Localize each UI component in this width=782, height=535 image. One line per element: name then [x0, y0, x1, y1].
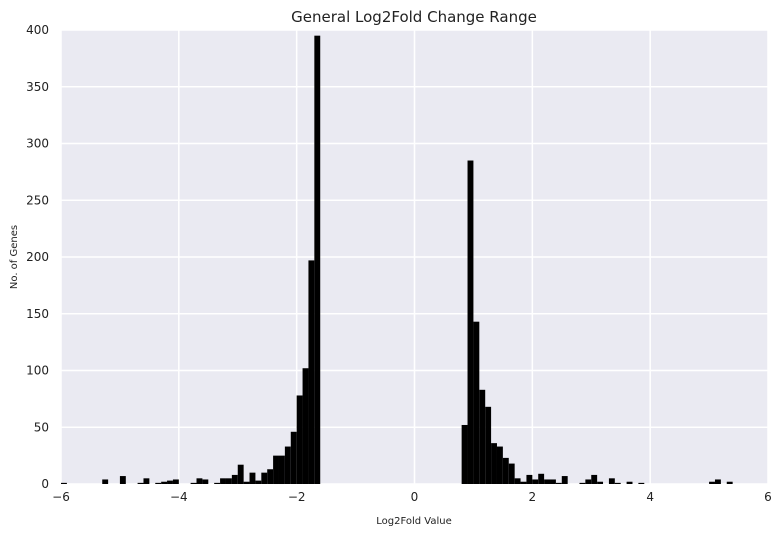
y-tick-label: 150 — [26, 307, 49, 321]
histogram-bar — [231, 474, 238, 484]
y-tick-label: 300 — [26, 137, 49, 151]
histogram-bar — [502, 457, 509, 484]
x-axis-title: Log2Fold Value — [376, 516, 452, 527]
histogram-bar — [597, 481, 604, 484]
histogram-bar — [290, 431, 297, 484]
y-tick-label: 400 — [26, 23, 49, 37]
y-tick-label: 0 — [41, 477, 49, 491]
y-axis-title: No. of Genes — [9, 225, 20, 289]
histogram-bar — [143, 478, 150, 484]
histogram-bar — [261, 472, 268, 484]
histogram-bar — [608, 478, 615, 484]
histogram-bar — [196, 478, 203, 484]
x-tick-label: −6 — [52, 490, 70, 504]
histogram-bar — [172, 479, 179, 484]
y-tick-label: 350 — [26, 80, 49, 94]
histogram-bar — [532, 479, 539, 484]
histogram-bar — [614, 482, 621, 484]
y-tick-label: 200 — [26, 250, 49, 264]
histogram-bar — [555, 482, 562, 484]
histogram-bar — [167, 480, 173, 484]
histogram-bar — [302, 368, 309, 484]
histogram-bar — [137, 482, 144, 484]
histogram-bar — [284, 446, 291, 484]
histogram-bar — [278, 455, 285, 485]
histogram-bar — [296, 395, 303, 484]
x-tick-label: 6 — [764, 490, 772, 504]
histogram-bar — [314, 35, 321, 485]
histogram-bar — [249, 472, 256, 484]
histogram-bar — [473, 321, 480, 484]
y-tick-label: 100 — [26, 364, 49, 378]
histogram-bar — [267, 469, 274, 484]
chart-title: General Log2Fold Change Range — [291, 8, 537, 26]
histogram-bar — [514, 478, 521, 484]
histogram-bar — [638, 482, 645, 484]
bars-layer — [61, 35, 733, 485]
histogram-bar — [161, 481, 168, 484]
histogram-bar — [479, 389, 486, 484]
histogram-bar — [243, 481, 250, 484]
x-tick-label: 2 — [529, 490, 537, 504]
histogram-bar — [467, 160, 474, 484]
histogram-bar — [461, 424, 468, 484]
grid-lines — [60, 29, 769, 485]
histogram-bar — [491, 443, 497, 484]
histogram-bar — [714, 479, 721, 484]
y-tick-label: 250 — [26, 193, 49, 207]
histogram-bar — [220, 478, 226, 484]
histogram-bar — [237, 464, 244, 484]
histogram-bar — [550, 479, 556, 484]
histogram-bar — [520, 481, 527, 484]
x-tick-label: −4 — [170, 490, 188, 504]
y-tick-label: 50 — [34, 420, 49, 434]
histogram-bar — [119, 476, 126, 484]
histogram-bar — [626, 481, 633, 484]
histogram-bar — [544, 479, 551, 484]
histogram-bar — [273, 455, 279, 485]
x-tick-label: 0 — [411, 490, 419, 504]
histogram-bar — [255, 480, 262, 484]
histogram-bar — [579, 482, 586, 484]
histogram-bar — [214, 482, 221, 484]
histogram-bar — [155, 482, 162, 484]
histogram-bar — [561, 476, 568, 484]
histogram-bar — [225, 478, 232, 484]
histogram-bar — [508, 463, 515, 484]
histogram-bar — [102, 479, 109, 484]
histogram-bar — [591, 474, 598, 484]
x-tick-label: 4 — [646, 490, 654, 504]
histogram-bar — [485, 406, 492, 484]
histogram-bar — [61, 482, 67, 484]
histogram-bar — [496, 446, 503, 484]
histogram-bar — [709, 481, 715, 484]
histogram-bar — [190, 482, 197, 484]
histogram-bar — [526, 474, 533, 484]
histogram-bar — [538, 473, 545, 484]
histogram-bar — [202, 479, 209, 484]
y-tick-labels: 0 50 100 150 200 250 300 350 400 — [26, 23, 49, 491]
x-tick-labels: −6 −4 −2 0 2 4 6 — [52, 490, 772, 504]
x-tick-label: −2 — [288, 490, 306, 504]
histogram-bar — [308, 260, 315, 484]
histogram-bar — [585, 479, 592, 484]
histogram-bar — [726, 481, 733, 484]
